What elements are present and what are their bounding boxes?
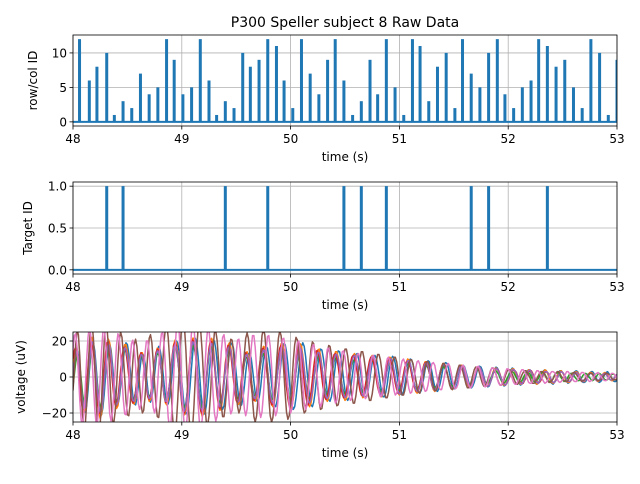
- y-tick-label: 1.0: [48, 180, 67, 194]
- y-tick-label: 10: [52, 46, 67, 60]
- y-axis-label-2: Target ID: [21, 201, 35, 256]
- voltage-series-7: [73, 332, 617, 422]
- panel-row-col: 48 49 50 51 52 53 0 5 10 time (s) row/col ID: [26, 34, 625, 164]
- y-axis-label-1: row/col ID: [26, 51, 40, 111]
- x-tick-label: 53: [609, 132, 624, 146]
- x-axis-label-3: time (s): [322, 446, 369, 460]
- x-tick-label: 48: [65, 280, 80, 294]
- x-tick-label: 53: [609, 280, 624, 294]
- y-axis-label-3: voltage (uV): [14, 340, 28, 414]
- x-tick-label: 50: [283, 132, 298, 146]
- panel-voltage: 48 49 50 51 52 53 −20 0 20 time (s) voltage (uV): [14, 331, 625, 460]
- x-axis-label-1: time (s): [322, 150, 369, 164]
- y-tick-label: 20: [52, 335, 67, 349]
- y-tick-label: −20: [42, 407, 67, 421]
- x-tick-label: 49: [174, 280, 189, 294]
- x-tick-label: 49: [174, 428, 189, 442]
- x-axis-label-2: time (s): [322, 298, 369, 312]
- x-tick-label: 52: [501, 132, 516, 146]
- x-tick-label: 49: [174, 132, 189, 146]
- y-tick-label: 5: [59, 81, 67, 95]
- x-tick-label: 48: [65, 132, 80, 146]
- chart-title: P300 Speller subject 8 Raw Data: [231, 15, 459, 31]
- panel-target-id: 48 49 50 51 52 53 0.0 0.5 1.0 time (s) Target ID: [21, 180, 625, 312]
- x-tick-label: 51: [392, 428, 407, 442]
- x-tick-label: 51: [392, 132, 407, 146]
- x-tick-label: 50: [283, 428, 298, 442]
- x-tick-label: 48: [65, 428, 80, 442]
- y-tick-label: 0.5: [48, 222, 67, 236]
- x-tick-label: 52: [501, 428, 516, 442]
- x-tick-label: 52: [501, 280, 516, 294]
- x-tick-label: 50: [283, 280, 298, 294]
- y-tick-label: 0.0: [48, 263, 67, 277]
- x-tick-label: 53: [609, 428, 624, 442]
- x-tick-label: 51: [392, 280, 407, 294]
- y-tick-label: 0: [59, 371, 67, 385]
- y-tick-label: 0: [59, 115, 67, 129]
- voltage-series-5: [73, 341, 617, 413]
